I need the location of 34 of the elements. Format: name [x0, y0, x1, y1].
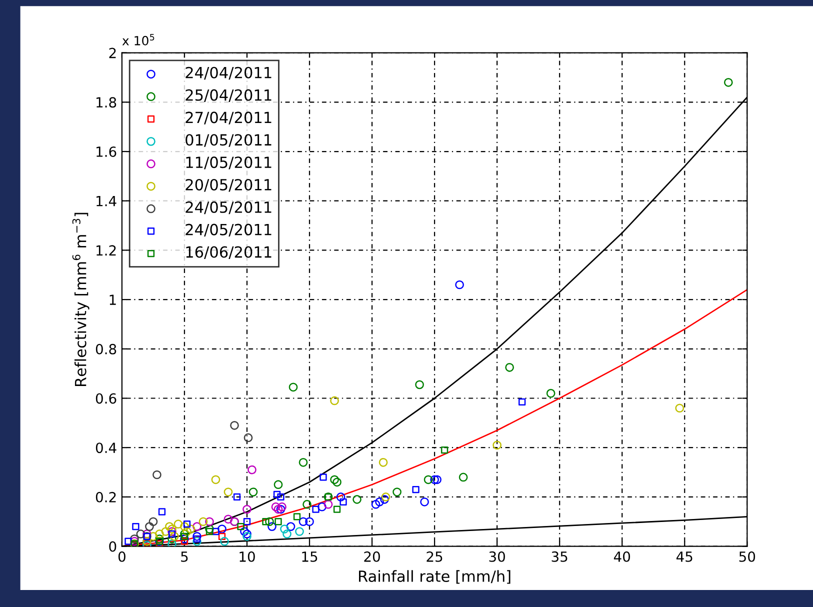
y-tick-label: 1.8	[96, 97, 116, 108]
y-tick-label: 0.6	[96, 393, 116, 404]
legend-label: 24/04/2011	[186, 66, 272, 80]
x-tick-label: 35	[552, 551, 568, 562]
y-tick-label: 0.2	[96, 492, 116, 502]
y-tick-label: 1.4	[96, 196, 116, 206]
y-tick-label: 1.6	[96, 146, 116, 157]
legend-label: 24/05/2011	[186, 224, 272, 237]
y-tick-label: 0.4	[96, 442, 116, 454]
legend-label: 25/04/2011	[186, 89, 272, 102]
legend-label: 11/05/2011	[186, 156, 272, 170]
x-tick-label: 50	[739, 551, 756, 562]
legend-label: 24/05/2011	[186, 201, 272, 214]
y-axis-title: Reflectivity [mm$^{6}$ m$^{−3}$]	[72, 212, 90, 386]
x-tick-label: 30	[489, 551, 505, 562]
legend-label: 27/04/2011	[186, 112, 272, 124]
y-tick-label: 2	[109, 48, 116, 58]
x-axis-title: Rainfall rate [mm/h]	[359, 570, 510, 584]
x-tick-label: 20	[364, 551, 380, 562]
text: x 10$^{5}$	[122, 34, 154, 46]
x-tick-label: 25	[426, 551, 442, 562]
y-tick-label: 1	[110, 294, 116, 305]
x-tick-label: 5	[181, 552, 188, 562]
x-tick-label: 0	[118, 551, 126, 562]
legend-label: 16/06/2011	[186, 246, 272, 259]
y-tick-label: 1.2	[96, 245, 116, 256]
x-tick-label: 45	[676, 552, 692, 562]
x-tick-label: 40	[614, 551, 630, 562]
y-tick-label: 0	[109, 541, 116, 552]
legend-label: 01/05/2011	[186, 134, 272, 147]
legend-label: 20/05/2011	[186, 178, 272, 192]
x-tick-label: 10	[240, 551, 255, 562]
y-tick-label: 0.8	[96, 344, 116, 354]
x-tick-label: 15	[302, 552, 318, 562]
